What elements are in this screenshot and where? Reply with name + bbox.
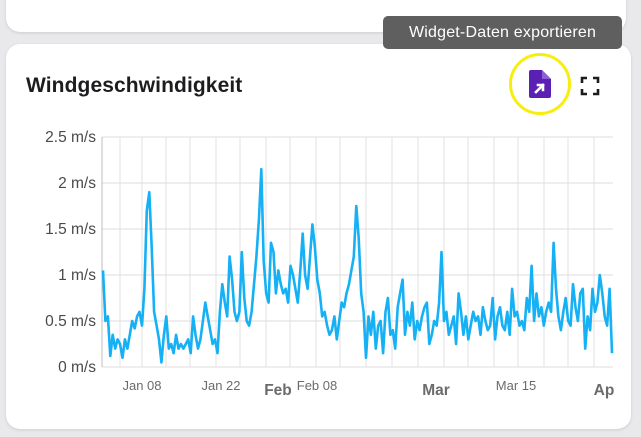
y-tick-label: 1.5 m/s xyxy=(45,221,96,238)
fullscreen-button[interactable] xyxy=(576,72,604,100)
chart-grid xyxy=(101,136,613,368)
x-tick-label: Ap xyxy=(594,382,615,399)
y-tick-label: 0 m/s xyxy=(58,359,96,376)
x-tick-label: Jan 22 xyxy=(201,378,240,393)
export-tooltip: Widget-Daten exportieren xyxy=(383,16,622,49)
y-tick-label: 0.5 m/s xyxy=(45,313,96,330)
y-axis-ticks: 2.5 m/s 2 m/s 1.5 m/s 1 m/s 0.5 m/s 0 m/s xyxy=(45,129,96,376)
export-data-button[interactable] xyxy=(509,53,571,115)
x-axis-ticks: Jan 08 Jan 22 Feb Feb 08 Mar Mar 15 Ap xyxy=(122,378,614,399)
series-line xyxy=(101,167,614,364)
wind-speed-widget: Windgeschwindigkeit 2.5 m/s 2 m/s 1.5 m/s 1… xyxy=(6,44,631,429)
y-tick-label: 2 m/s xyxy=(58,175,96,192)
x-tick-label: Feb xyxy=(264,382,292,399)
wind-speed-chart: 2.5 m/s 2 m/s 1.5 m/s 1 m/s 0.5 m/s 0 m/s Jan… xyxy=(45,129,614,399)
x-tick-label: Mar 15 xyxy=(496,378,536,393)
x-tick-label: Mar xyxy=(422,382,450,399)
widget-title: Windgeschwindigkeit xyxy=(26,74,243,97)
y-tick-label: 1 m/s xyxy=(58,267,96,284)
x-tick-label: Feb 08 xyxy=(297,378,337,393)
fullscreen-icon xyxy=(580,76,600,96)
file-export-icon xyxy=(529,70,551,98)
x-tick-label: Jan 08 xyxy=(122,378,161,393)
y-tick-label: 2.5 m/s xyxy=(45,129,96,146)
